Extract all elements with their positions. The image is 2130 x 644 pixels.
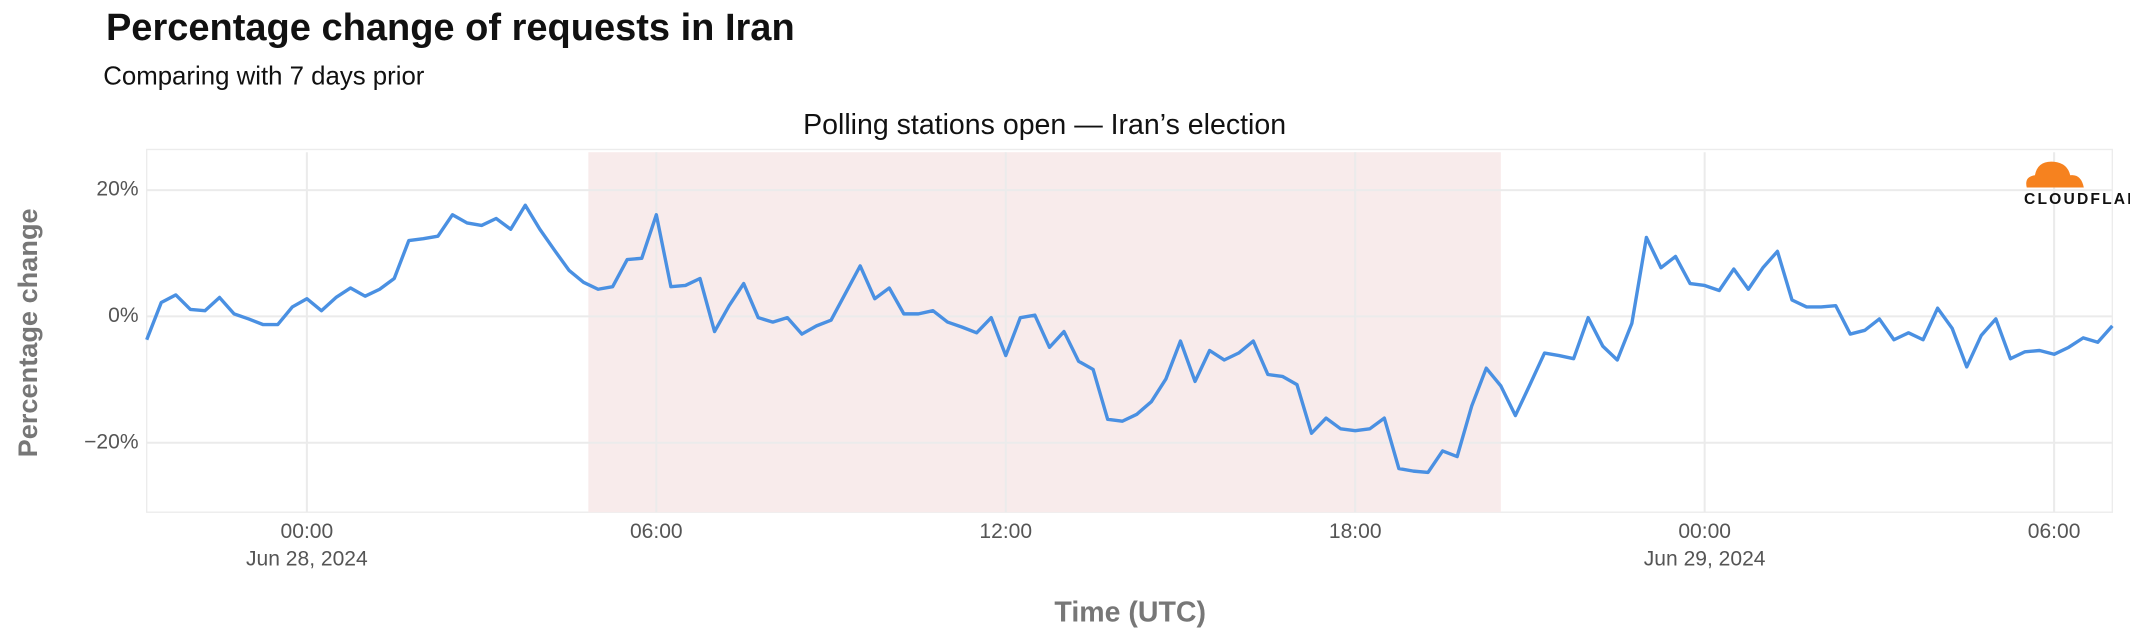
y-axis-label: Percentage change <box>12 208 43 457</box>
x-tick-label: 00:00 <box>1678 520 1731 543</box>
annotation-label: Polling stations open — Iran’s election <box>803 109 1286 141</box>
x-tick-date: Jun 28, 2024 <box>246 547 368 570</box>
y-tick-label: 20% <box>96 178 138 201</box>
x-tick-date: Jun 29, 2024 <box>1644 547 1766 570</box>
chart-title: Percentage change of requests in Iran <box>106 7 795 49</box>
x-tick-label: 00:00 <box>281 520 334 543</box>
logo-text: CLOUDFLARE <box>2024 191 2130 208</box>
x-tick-label: 06:00 <box>2028 520 2081 543</box>
y-tick-label: 0% <box>108 304 138 327</box>
x-tick-label: 06:00 <box>630 520 683 543</box>
x-tick-label: 18:00 <box>1329 520 1382 543</box>
data-line <box>145 203 2114 475</box>
y-tick-label: −20% <box>84 430 138 453</box>
logo-cloud <box>2026 161 2084 188</box>
chart-subtitle: Comparing with 7 days prior <box>103 62 425 90</box>
logo: CLOUDFLARE <box>2024 161 2130 208</box>
x-tick-label: 12:00 <box>979 520 1032 543</box>
x-axis-label: Time (UTC) <box>1054 597 1206 629</box>
annotation-band <box>588 152 1501 513</box>
